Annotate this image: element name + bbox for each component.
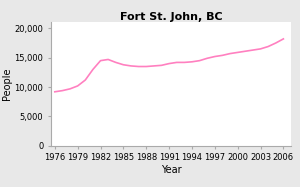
X-axis label: Year: Year (161, 165, 181, 175)
Y-axis label: People: People (2, 68, 12, 100)
Title: Fort St. John, BC: Fort St. John, BC (120, 12, 222, 22)
